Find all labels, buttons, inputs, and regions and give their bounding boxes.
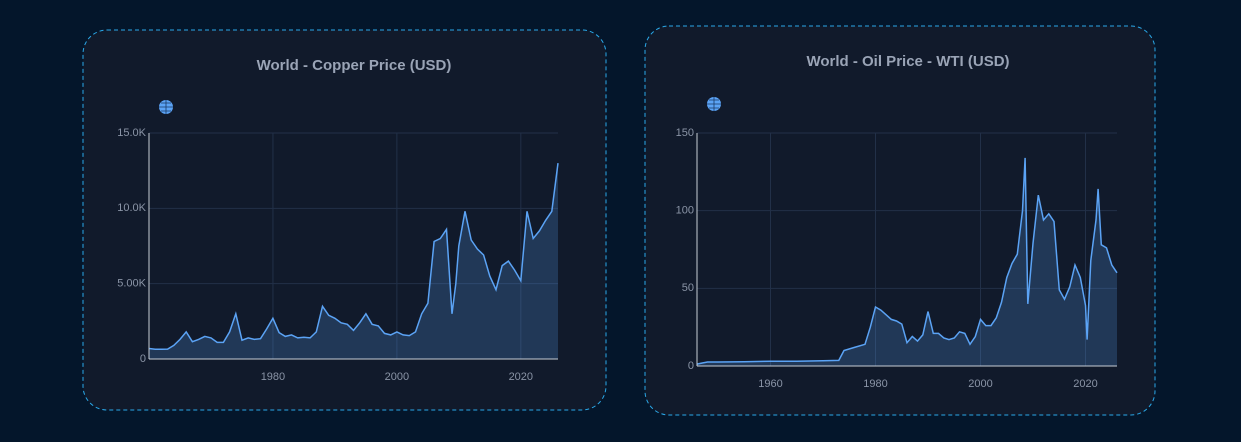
x-tick-label: 1980 [261, 371, 285, 383]
area [149, 163, 558, 359]
x-tick-label: 1960 [758, 378, 782, 390]
y-tick-label: 100 [676, 205, 694, 217]
area [697, 157, 1117, 366]
chart-title: World - Copper Price (USD) [257, 57, 452, 74]
x-tick-label: 1980 [863, 378, 887, 390]
globe-icon[interactable] [707, 97, 721, 111]
panel [82, 29, 607, 411]
chart-title: World - Oil Price - WTI (USD) [806, 53, 1009, 70]
y-tick-label: 50 [682, 282, 694, 294]
y-tick-label: 5.00K [117, 278, 146, 290]
y-tick-label: 0 [140, 353, 146, 365]
globe-icon[interactable] [159, 100, 173, 114]
x-tick-label: 2020 [509, 371, 533, 383]
y-tick-label: 10.0K [117, 202, 146, 214]
y-tick-label: 0 [688, 360, 694, 372]
y-tick-label: 150 [676, 127, 694, 139]
line [696, 157, 1118, 365]
x-tick-label: 2000 [385, 371, 409, 383]
line [148, 163, 559, 350]
panel [644, 25, 1156, 416]
x-tick-label: 2020 [1073, 378, 1097, 390]
x-tick-label: 2000 [968, 378, 992, 390]
y-tick-label: 15.0K [117, 127, 146, 139]
